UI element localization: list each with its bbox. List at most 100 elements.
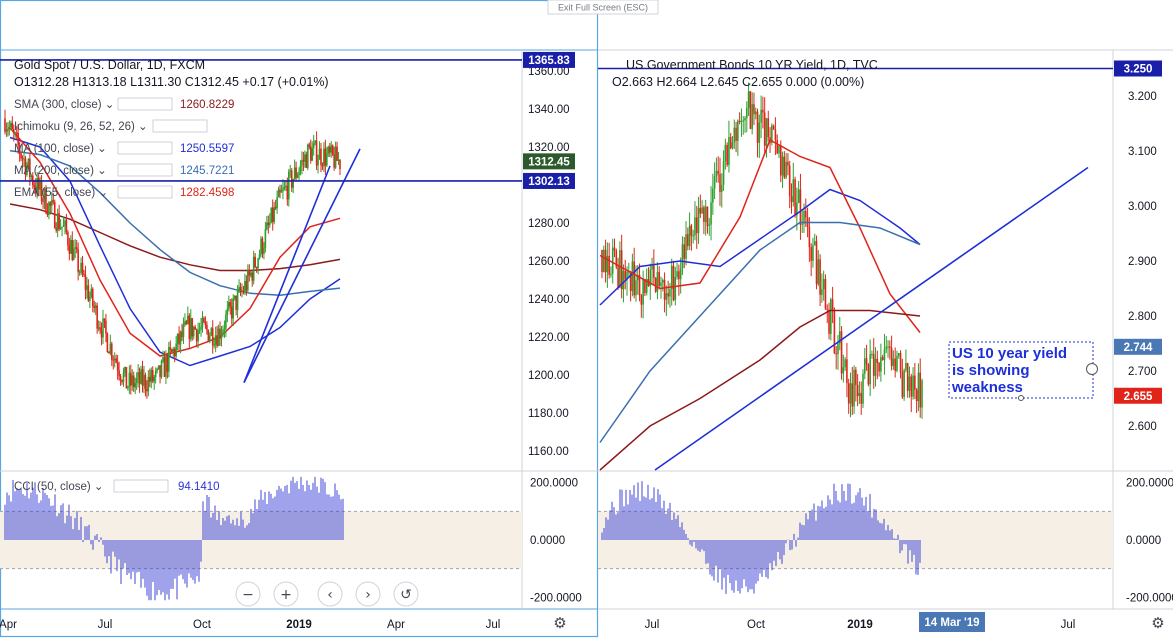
gold-indicator-label[interactable]: Ichimoku (9, 26, 52, 26) ⌄ — [14, 121, 148, 133]
gold-candle — [333, 154, 335, 168]
bond-candle — [892, 358, 895, 366]
bond-candle — [692, 235, 694, 237]
bond-candle — [672, 265, 675, 301]
bond-candle — [783, 156, 786, 178]
gold-candle — [156, 368, 158, 371]
gold-candle — [315, 140, 318, 166]
gold-price-tick: 1340.00 — [528, 104, 570, 116]
bond-candle — [719, 173, 721, 192]
bond-cci-band — [598, 511, 1113, 569]
bond-candle — [844, 359, 846, 368]
gold-indicator-controls[interactable] — [117, 141, 173, 155]
gold-candle — [181, 331, 183, 338]
gold-candle — [169, 347, 172, 350]
gold-indicator-label[interactable]: MA (100, close) ⌄ — [14, 143, 107, 155]
gold-cci-controls[interactable] — [113, 479, 169, 493]
bond-candle — [881, 357, 884, 360]
bond-candle — [645, 279, 648, 293]
gold-nav-button[interactable] — [355, 581, 381, 607]
bond-candle — [660, 282, 662, 287]
bond-cci-tick: -200.0000 — [1126, 592, 1173, 604]
bond-candle — [715, 170, 718, 177]
annotation-box[interactable] — [948, 341, 1094, 399]
gold-candle — [280, 191, 283, 193]
gold-candle — [327, 146, 330, 154]
bond-candle — [688, 225, 691, 247]
bond-candle — [869, 354, 871, 385]
bond-ohlc-readout: O2.663 H2.664 L2.645 C2.655 0.000 (0.00%… — [612, 75, 864, 89]
exit-fullscreen-button[interactable] — [547, 0, 659, 15]
gold-trendline[interactable] — [243, 148, 361, 383]
gold-candle — [125, 367, 128, 389]
gold-indicator-label[interactable]: MA (200, close) ⌄ — [14, 165, 107, 177]
bond-candle — [635, 280, 637, 296]
gold-candle — [323, 148, 325, 167]
gold-candle — [102, 318, 104, 338]
gold-candle — [30, 175, 33, 177]
gold-candle — [241, 290, 243, 293]
gold-price-tick: 1180.00 — [528, 408, 569, 420]
gold-indicator-label[interactable]: EMA (55, close) ⌄ — [14, 187, 108, 199]
gold-cci-label[interactable]: CCI (50, close) ⌄ — [14, 481, 104, 493]
annotation-anchor-handle[interactable] — [1018, 395, 1024, 401]
gold-indicator-controls[interactable] — [117, 163, 173, 177]
gold-candle — [166, 355, 169, 372]
gold-indicator-controls[interactable] — [117, 185, 173, 199]
bond-candle — [708, 224, 711, 226]
bond-time-tick: Oct — [747, 619, 766, 631]
gold-candle — [287, 171, 290, 200]
gold-chart-title[interactable]: Gold Spot / U.S. Dollar, 1D, FXCM — [14, 58, 205, 72]
gold-nav-button[interactable] — [317, 581, 343, 607]
gold-candle — [49, 202, 52, 206]
bond-candle — [878, 362, 880, 372]
bond-candle — [722, 161, 725, 185]
gold-cci-value: 94.1410 — [178, 481, 220, 493]
gold-indicator-value: 1260.8229 — [180, 99, 234, 111]
bond-candle — [611, 247, 614, 274]
gold-nav-button[interactable] — [235, 581, 261, 607]
bond-chart-title[interactable]: US Government Bonds 10 YR Yield, 1D, TVC — [626, 58, 878, 72]
bond-candle — [803, 211, 805, 224]
gold-candle — [43, 189, 46, 202]
gold-indicator-label[interactable]: SMA (300, close) ⌄ — [14, 99, 114, 111]
bond-candle — [921, 380, 923, 408]
gold-candle — [5, 129, 8, 132]
gold-price-tick: 1360.00 — [528, 66, 570, 78]
gold-candle — [157, 365, 160, 369]
bond-candle — [665, 293, 668, 300]
gold-nav-button[interactable] — [273, 581, 299, 607]
gold-indicator-controls[interactable] — [152, 119, 208, 133]
gold-candle — [229, 302, 232, 307]
gold-candle — [264, 229, 267, 248]
bond-settings-gear-icon[interactable]: ⚙ — [1151, 614, 1164, 632]
bond-candle — [749, 91, 752, 129]
gold-candle — [279, 189, 281, 193]
gold-nav-button[interactable] — [393, 581, 419, 607]
gold-hline-tag — [523, 51, 575, 68]
annotation-line-2: is showing — [952, 362, 1030, 379]
gold-time-tick: 2019 — [286, 619, 312, 631]
bond-trendline[interactable] — [654, 166, 1089, 471]
gold-candle — [110, 343, 113, 360]
gold-indicator-controls[interactable] — [117, 97, 173, 111]
gold-settings-gear-icon[interactable]: ⚙ — [553, 614, 566, 632]
gold-candle — [74, 247, 77, 249]
gold-candle — [290, 170, 293, 188]
gold-candle — [170, 349, 173, 352]
bond-candle — [728, 137, 730, 165]
bond-candle — [767, 118, 770, 138]
bond-candle — [822, 279, 825, 290]
bond-candle — [846, 359, 848, 384]
gold-hline-tag-label: 1302.13 — [528, 176, 570, 188]
gold-candle — [128, 372, 131, 387]
bond-candle — [788, 165, 791, 197]
gold-candle — [191, 318, 194, 337]
gold-candle — [27, 158, 30, 167]
gold-trendline-inner[interactable] — [243, 165, 331, 383]
gold-candle — [230, 306, 233, 319]
annotation-resize-handle[interactable] — [1086, 363, 1098, 375]
gold-candle — [255, 266, 258, 269]
bond-candle — [810, 247, 812, 261]
gold-candle — [150, 369, 153, 382]
bond-candle — [756, 111, 759, 143]
